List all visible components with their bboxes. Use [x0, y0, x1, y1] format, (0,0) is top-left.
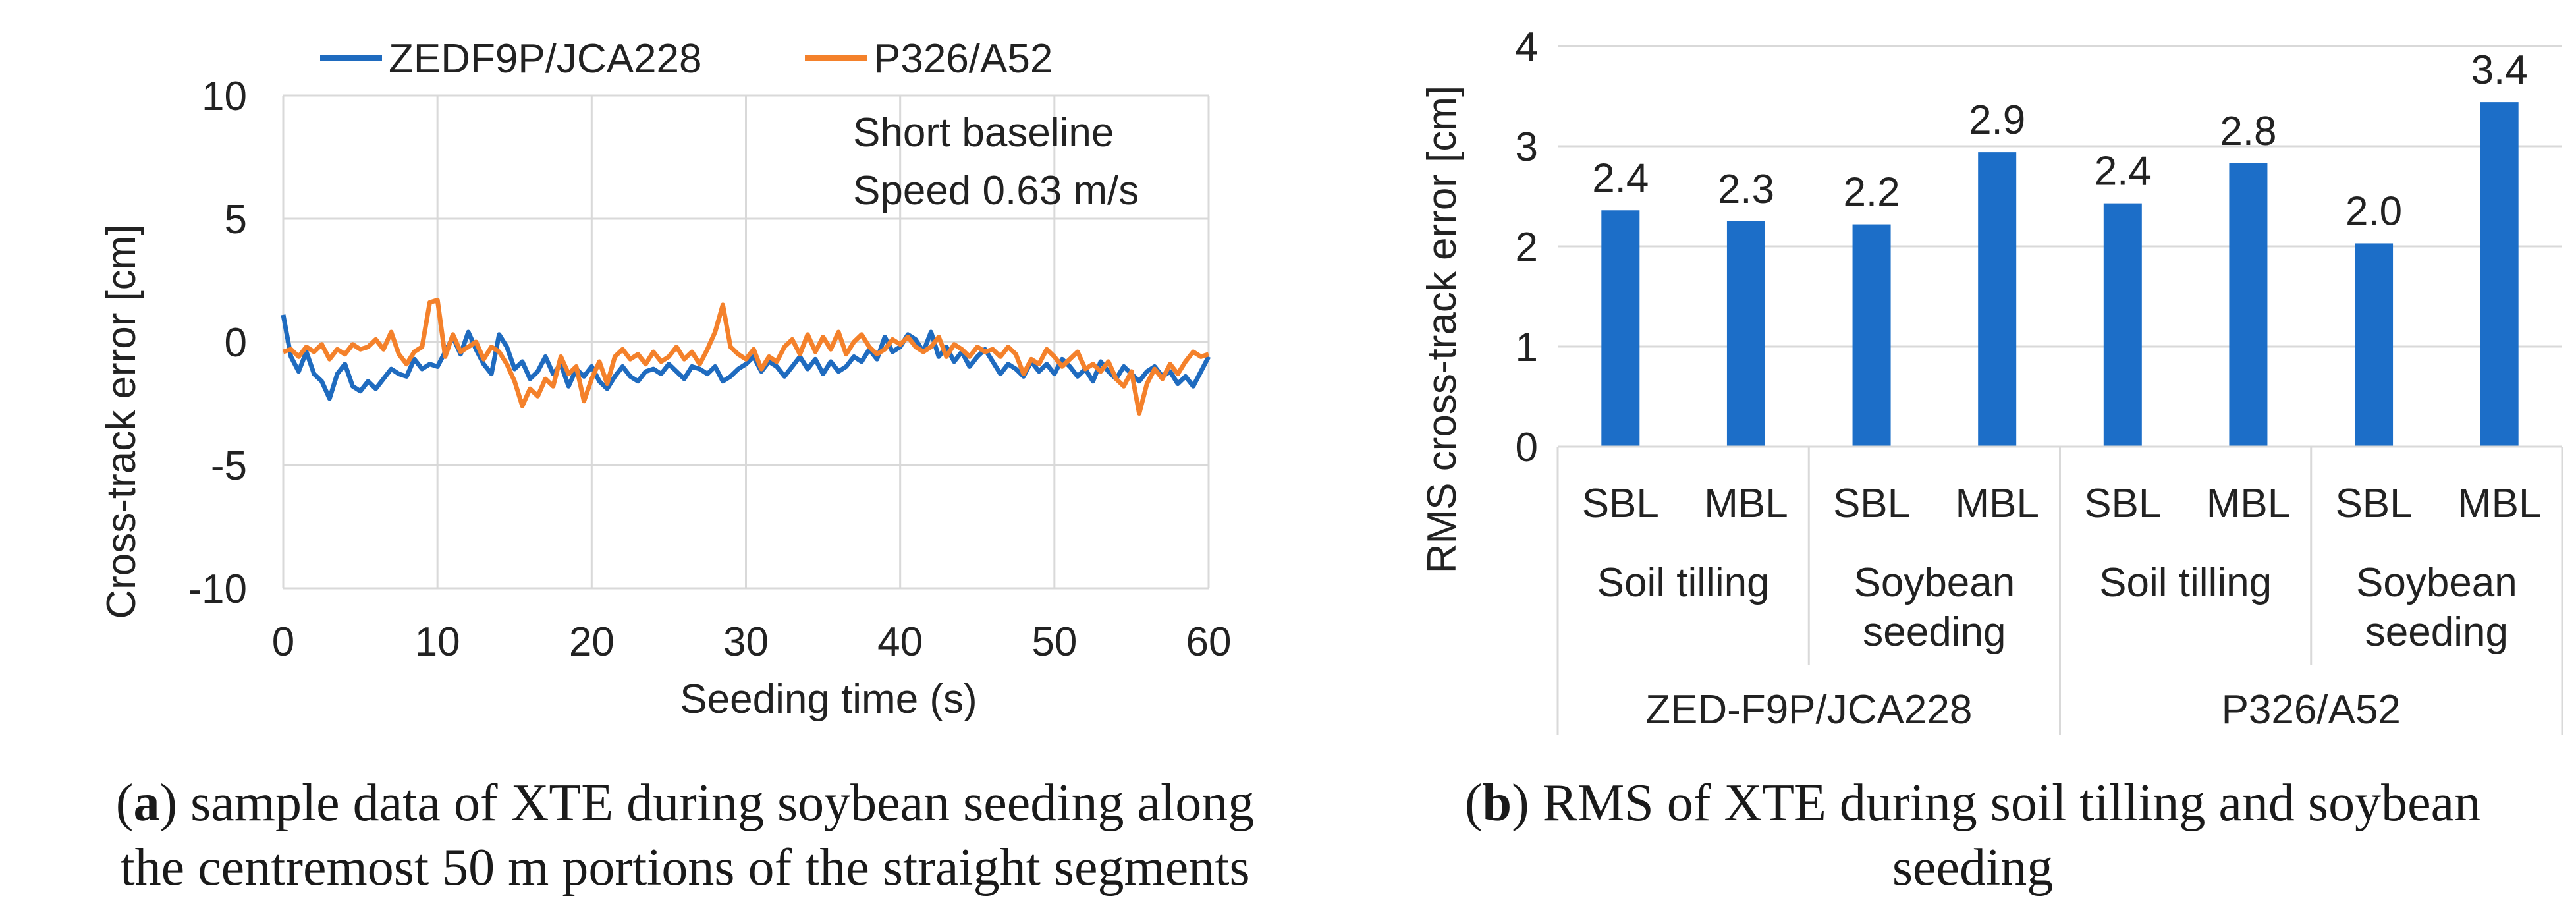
rms-value-label: 3.4 [2471, 47, 2528, 93]
rms-y-tick-label: 3 [1516, 125, 1538, 170]
rms-category-label: SBL [1833, 481, 1910, 526]
xte-annotation-baseline: Short baseline [853, 110, 1114, 155]
rms-y-axis-label: RMS cross-track error [cm] [1419, 86, 1465, 574]
rms-group-label: Soil tilling [1597, 560, 1770, 605]
caption-a: (a) sample data of XTE during soybean se… [40, 771, 1330, 900]
rms-bar [2355, 243, 2394, 447]
legend-label-zedf9p: ZEDF9P/JCA228 [389, 36, 702, 82]
rms-category-label: MBL [1955, 481, 2039, 526]
xte-x-tick-label: 0 [272, 619, 294, 665]
rms-bar [2480, 102, 2519, 447]
xte-gridlines [282, 94, 1210, 590]
rms-value-label: 2.0 [2345, 188, 2402, 234]
rms-group-label: Soybean [2356, 560, 2517, 605]
caption-b-line2: seeding [1892, 839, 2054, 897]
rms-category-axis: SBL MBL SBL MBL SBL MBL SBL MBL Soil tilling Soyb… [1556, 445, 2563, 735]
series-line-zedf9p [281, 314, 1211, 401]
xte-y-tick-label: -10 [188, 567, 247, 612]
rms-group-label: Soil tilling [2099, 560, 2272, 605]
rms-value-label: 2.3 [1718, 167, 1774, 212]
rms-gridlines [1558, 45, 2562, 448]
xte-x-tick-label: 60 [1186, 619, 1232, 665]
rms-bar [1852, 224, 1891, 447]
rms-category-label: SBL [2335, 481, 2412, 526]
rms-y-tick-label: 1 [1516, 325, 1538, 370]
rms-value-label: 2.9 [1969, 98, 2025, 143]
rms-y-tick-label: 2 [1516, 225, 1538, 270]
rms-category-label: SBL [2084, 481, 2161, 526]
rms-group-label: seeding [1863, 609, 2006, 655]
xte-legend: ZEDF9P/JCA228 P326/A52 [320, 36, 1053, 82]
xte-y-tick-label: 0 [225, 320, 247, 366]
rms-bar [2229, 163, 2268, 447]
rms-bar [2103, 203, 2142, 447]
xte-series-lines [281, 297, 1211, 416]
rms-category-label: MBL [2206, 481, 2290, 526]
caption-b-text: ) RMS of XTE during soil tilling and soy… [1512, 774, 2481, 832]
rms-category-label: MBL [2457, 481, 2541, 526]
xte-y-tick-label: 5 [225, 197, 247, 242]
caption-a-text: ) sample data of XTE during soybean seed… [159, 774, 1255, 832]
caption-b-tag: b [1482, 774, 1512, 832]
rms-category-label: MBL [1704, 481, 1788, 526]
xte-annotation-speed: Speed 0.63 m/s [853, 168, 1139, 213]
caption-a-line1: (a) sample data of XTE during soybean se… [115, 774, 1255, 832]
rms-value-label: 2.8 [2220, 109, 2276, 154]
rms-bar [1726, 221, 1765, 447]
rms-category-label: SBL [1582, 481, 1659, 526]
rms-value-label: 2.4 [2095, 149, 2151, 194]
caption-a-line2: the centremost 50 m portions of the stra… [120, 839, 1250, 897]
caption-b-line1: (b) RMS of XTE during soil tilling and s… [1464, 774, 2481, 832]
xte-y-tick-label: 10 [202, 74, 247, 119]
caption-b: (b) RMS of XTE during soil tilling and s… [1370, 771, 2575, 900]
xte-y-tick-label: -5 [211, 443, 247, 489]
rms-receiver-label: P326/A52 [2222, 687, 2401, 733]
xte-x-axis-label: Seeding time (s) [680, 677, 977, 722]
legend-label-p326: P326/A52 [873, 36, 1053, 82]
xte-x-tick-label: 20 [569, 619, 615, 665]
series-line-p326 [282, 297, 1210, 416]
rms-receiver-label: ZED-F9P/JCA228 [1645, 687, 1972, 733]
xte-x-tick-labels: 0 10 20 30 40 50 60 [272, 619, 1232, 665]
rms-value-labels: 2.4 2.3 2.2 2.9 2.4 2.8 2.0 3.4 [1592, 47, 2528, 234]
rms-bar [1978, 152, 2017, 447]
xte-y-axis-label: Cross-track error [cm] [99, 224, 144, 619]
rms-bar [1601, 210, 1640, 447]
rms-bars [1601, 102, 2519, 447]
xte-x-tick-label: 50 [1031, 619, 1077, 665]
rms-y-tick-label: 0 [1516, 425, 1538, 470]
rms-y-tick-labels: 4 3 2 1 0 [1516, 24, 1538, 470]
xte-x-tick-label: 40 [877, 619, 923, 665]
xte-x-tick-label: 30 [723, 619, 769, 665]
xte-y-tick-labels: 10 5 0 -5 -10 [188, 74, 247, 612]
rms-group-label: Soybean [1853, 560, 2015, 605]
rms-group-label: seeding [2365, 609, 2508, 655]
rms-y-tick-label: 4 [1516, 24, 1538, 70]
xte-x-tick-label: 10 [415, 619, 460, 665]
rms-value-label: 2.2 [1843, 170, 1900, 215]
caption-a-tag: a [133, 774, 160, 832]
rms-value-label: 2.4 [1592, 155, 1649, 201]
